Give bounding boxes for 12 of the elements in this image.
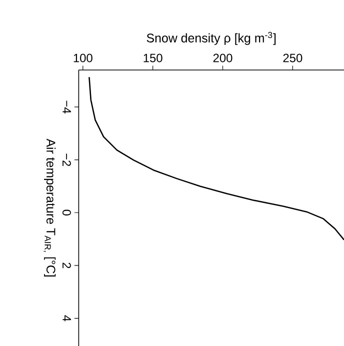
x-tick-label: 200	[213, 54, 232, 62]
x-axis-title: Snow density ρ [kg m$^{-3}$]	[146, 32, 276, 45]
x-tick-label: 250	[283, 54, 302, 62]
y-tick-label: 4	[62, 315, 71, 322]
x-tick-label: 100	[74, 54, 92, 62]
x-tick-label: 150	[144, 54, 162, 62]
y-tick-label: −2	[62, 154, 71, 166]
y-axis-title: Air temperature T$_{AIR,}$ [°C]	[44, 138, 56, 276]
y-tick-label: 0	[62, 210, 71, 216]
line-series	[88, 76, 344, 240]
y-tick-label: 2	[62, 262, 71, 268]
y-tick-label: −4	[62, 100, 71, 114]
